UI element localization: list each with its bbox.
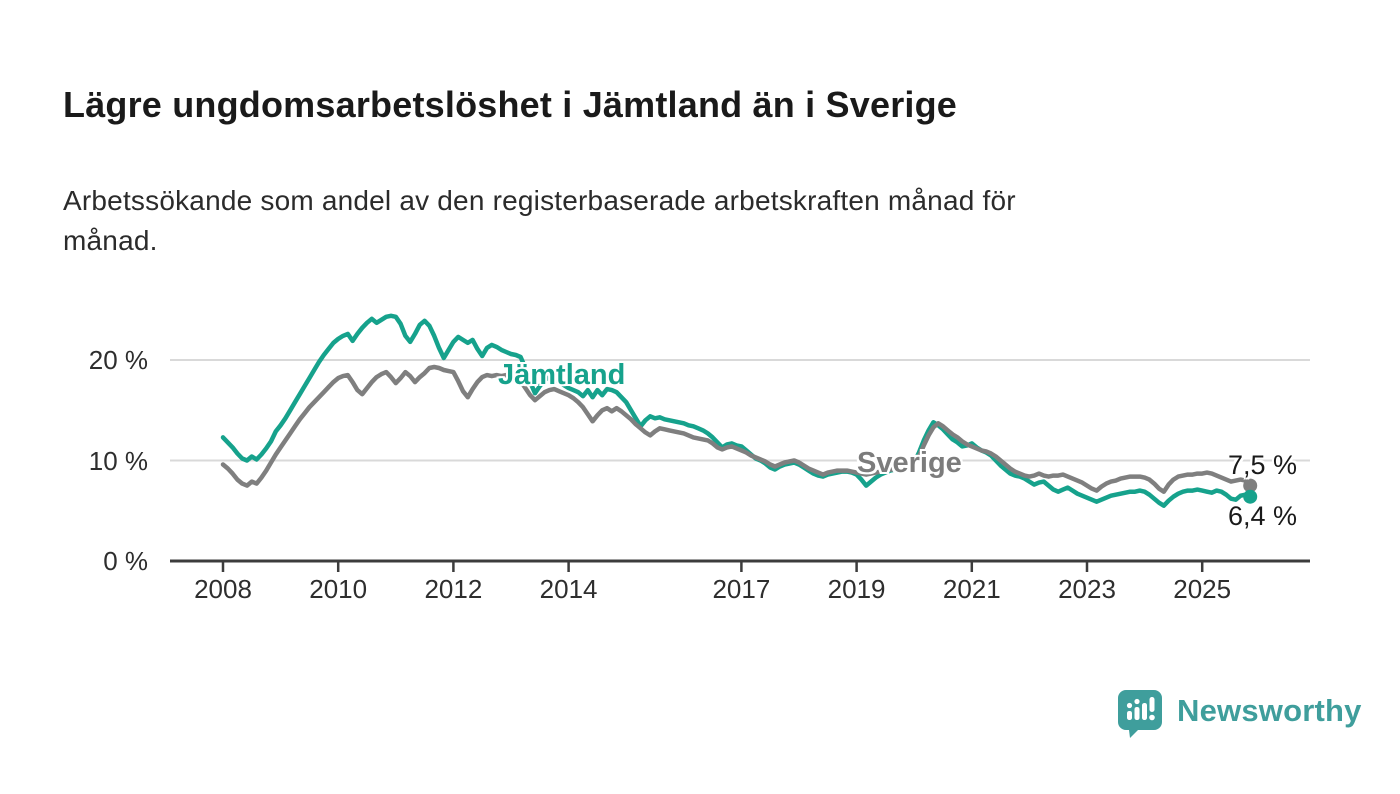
x-tick-label: 2008	[194, 574, 252, 604]
series-line-jmtland	[220, 313, 1253, 508]
y-tick-label: 20 %	[88, 345, 148, 375]
newsworthy-wordmark: Newsworthy	[1177, 693, 1362, 728]
x-tick-label: 2010	[309, 574, 368, 604]
x-tick-label: 2019	[827, 574, 886, 604]
jamtland-series-label: Jämtland	[498, 359, 626, 391]
sverige-end-value-label: 7,5 %	[1228, 450, 1298, 480]
x-tick-label: 2021	[942, 574, 1001, 604]
series-end-dot-jmtland	[1243, 489, 1258, 504]
y-tick-label: 10 %	[88, 445, 148, 476]
series-line-sverige	[220, 364, 1253, 494]
bar-chart-bubble-icon	[1118, 690, 1162, 738]
page-title: Lägre ungdomsarbetslöshet i Jämtland än …	[63, 84, 958, 126]
x-tick-label: 2014	[539, 574, 598, 604]
sverige-series-label: Sverige	[857, 447, 962, 479]
x-tick-label: 2012	[424, 574, 483, 604]
x-tick-label: 2023	[1058, 574, 1116, 604]
series-end-dot-sverige	[1243, 478, 1258, 493]
x-tick-label: 2025	[1173, 574, 1232, 604]
y-tick-label: 0 %	[103, 546, 148, 576]
newsworthy-logo: Newsworthy	[1116, 688, 1362, 738]
chart-subtitle: Arbetssökande som andel av den registerb…	[63, 185, 1016, 256]
jamtland-end-value-label: 6,4 %	[1228, 501, 1298, 531]
x-tick-label: 2017	[712, 574, 771, 604]
